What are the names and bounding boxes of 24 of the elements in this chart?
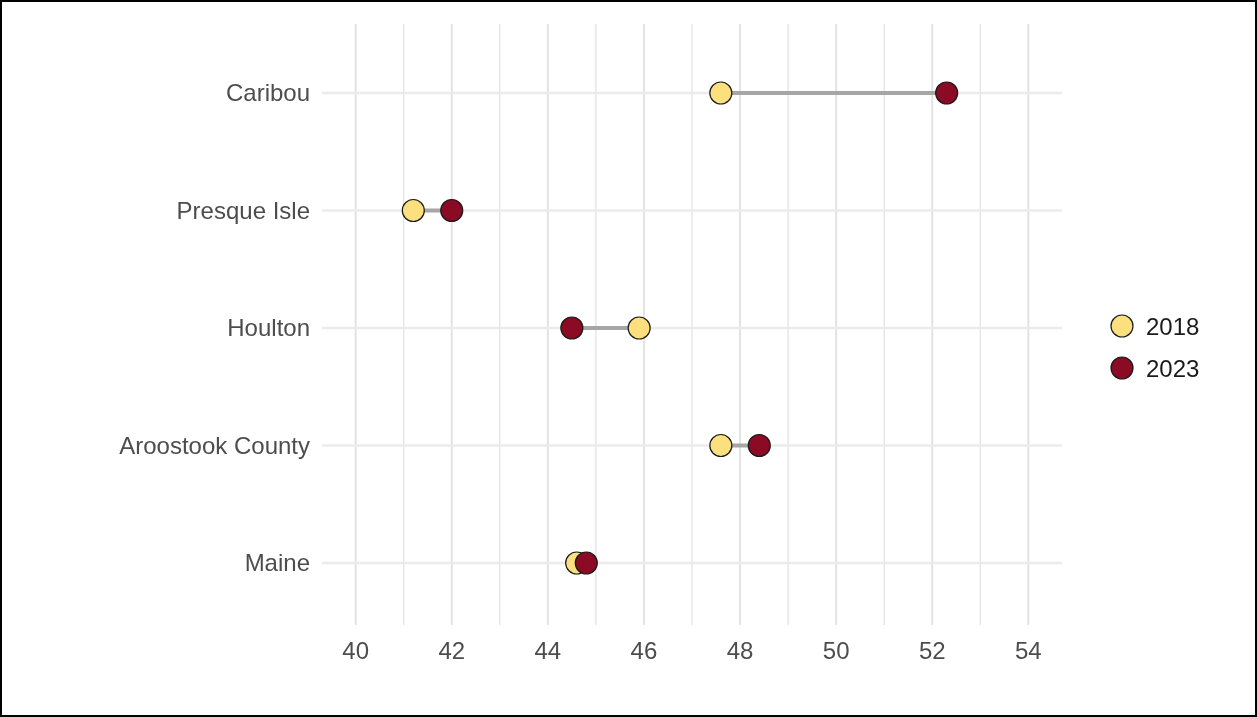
point <box>709 433 733 458</box>
point <box>935 81 959 105</box>
legend-label: 2018 <box>1146 313 1200 340</box>
x-tick-label: 48 <box>726 637 754 664</box>
x-tick-label: 44 <box>534 637 562 664</box>
point <box>574 551 598 575</box>
point <box>401 198 425 223</box>
y-tick-label: Houlton <box>227 314 310 341</box>
legend-label: 2023 <box>1146 355 1200 382</box>
point <box>440 198 464 223</box>
x-tick-label: 54 <box>1015 637 1042 664</box>
x-tick-label: 52 <box>918 637 946 664</box>
point <box>747 433 771 458</box>
point <box>560 316 584 340</box>
point <box>627 316 651 340</box>
x-tick-label: 42 <box>438 637 466 664</box>
point <box>709 81 733 105</box>
y-tick-label: Maine <box>244 549 310 576</box>
x-tick-label: 46 <box>630 637 658 664</box>
x-tick-label: 40 <box>342 637 369 664</box>
y-tick-label: Presque Isle <box>176 196 310 224</box>
y-tick-label: Caribou <box>225 79 310 106</box>
x-tick-label: 50 <box>822 637 850 664</box>
y-tick-label: Aroostook County <box>119 431 310 459</box>
